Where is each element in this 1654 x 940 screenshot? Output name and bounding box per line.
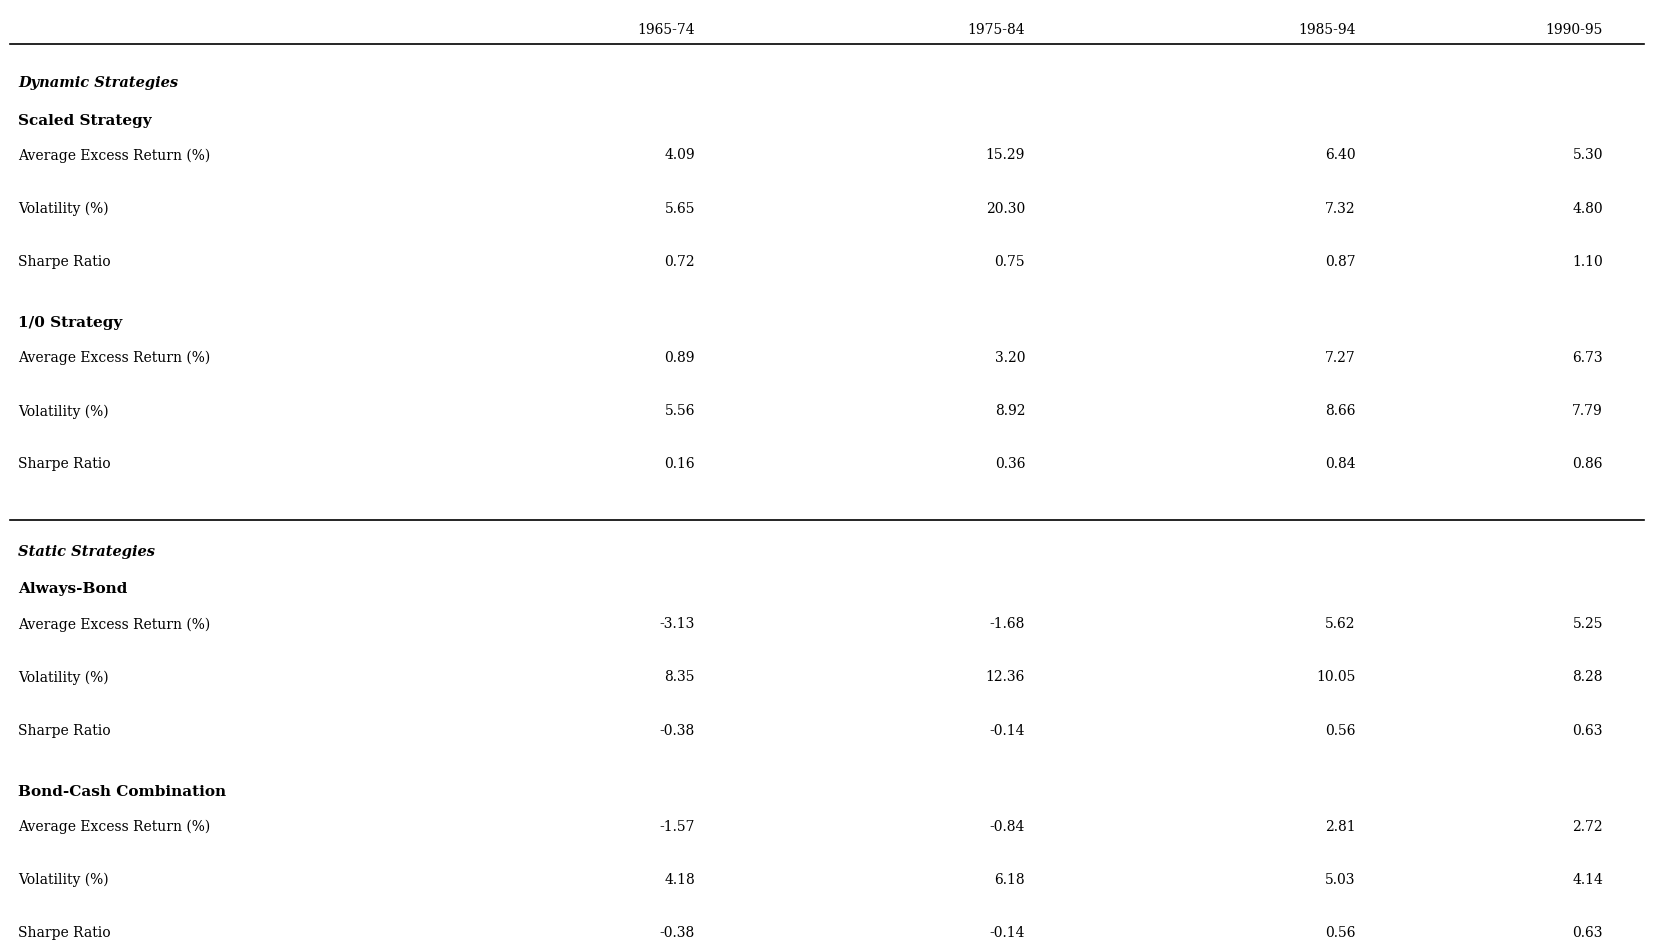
Text: 5.62: 5.62 (1325, 618, 1355, 631)
Text: 0.75: 0.75 (994, 255, 1025, 269)
Text: 6.73: 6.73 (1573, 351, 1603, 365)
Text: 15.29: 15.29 (986, 149, 1025, 163)
Text: 0.84: 0.84 (1325, 458, 1355, 472)
Text: Volatility (%): Volatility (%) (18, 404, 109, 418)
Text: Volatility (%): Volatility (%) (18, 201, 109, 216)
Text: Sharpe Ratio: Sharpe Ratio (18, 458, 111, 472)
Text: Average Excess Return (%): Average Excess Return (%) (18, 351, 210, 366)
Text: 6.40: 6.40 (1325, 149, 1355, 163)
Text: Sharpe Ratio: Sharpe Ratio (18, 255, 111, 269)
Text: -0.14: -0.14 (989, 724, 1025, 738)
Text: 10.05: 10.05 (1317, 670, 1355, 684)
Text: Bond-Cash Combination: Bond-Cash Combination (18, 785, 227, 799)
Text: 6.18: 6.18 (994, 873, 1025, 887)
Text: Average Excess Return (%): Average Excess Return (%) (18, 618, 210, 632)
Text: -1.57: -1.57 (660, 820, 695, 834)
Text: Scaled Strategy: Scaled Strategy (18, 114, 152, 128)
Text: 0.63: 0.63 (1573, 926, 1603, 940)
Text: 0.87: 0.87 (1325, 255, 1355, 269)
Text: Static Strategies: Static Strategies (18, 545, 155, 559)
Text: 4.14: 4.14 (1573, 873, 1603, 887)
Text: 0.72: 0.72 (665, 255, 695, 269)
Text: Volatility (%): Volatility (%) (18, 873, 109, 887)
Text: 1975-84: 1975-84 (968, 24, 1025, 38)
Text: 0.16: 0.16 (665, 458, 695, 472)
Text: 1/0 Strategy: 1/0 Strategy (18, 316, 122, 330)
Text: 1.10: 1.10 (1573, 255, 1603, 269)
Text: 5.65: 5.65 (665, 201, 695, 215)
Text: 0.89: 0.89 (665, 351, 695, 365)
Text: 8.35: 8.35 (665, 670, 695, 684)
Text: 12.36: 12.36 (986, 670, 1025, 684)
Text: 7.32: 7.32 (1325, 201, 1355, 215)
Text: -0.38: -0.38 (660, 926, 695, 940)
Text: 4.80: 4.80 (1573, 201, 1603, 215)
Text: 2.72: 2.72 (1573, 820, 1603, 834)
Text: 0.63: 0.63 (1573, 724, 1603, 738)
Text: 0.56: 0.56 (1325, 926, 1355, 940)
Text: 8.66: 8.66 (1325, 404, 1355, 418)
Text: Always-Bond: Always-Bond (18, 583, 127, 597)
Text: 8.28: 8.28 (1573, 670, 1603, 684)
Text: 1990-95: 1990-95 (1546, 24, 1603, 38)
Text: -1.68: -1.68 (989, 618, 1025, 631)
Text: -0.84: -0.84 (989, 820, 1025, 834)
Text: 7.27: 7.27 (1325, 351, 1355, 365)
Text: -0.38: -0.38 (660, 724, 695, 738)
Text: 1965-74: 1965-74 (637, 24, 695, 38)
Text: 5.56: 5.56 (665, 404, 695, 418)
Text: Average Excess Return (%): Average Excess Return (%) (18, 149, 210, 163)
Text: 5.25: 5.25 (1573, 618, 1603, 631)
Text: 7.79: 7.79 (1573, 404, 1603, 418)
Text: Sharpe Ratio: Sharpe Ratio (18, 926, 111, 940)
Text: 5.03: 5.03 (1325, 873, 1355, 887)
Text: Volatility (%): Volatility (%) (18, 670, 109, 685)
Text: 4.18: 4.18 (665, 873, 695, 887)
Text: 1985-94: 1985-94 (1298, 24, 1355, 38)
Text: Sharpe Ratio: Sharpe Ratio (18, 724, 111, 738)
Text: 0.86: 0.86 (1573, 458, 1603, 472)
Text: 0.36: 0.36 (994, 458, 1025, 472)
Text: Dynamic Strategies: Dynamic Strategies (18, 76, 179, 90)
Text: 20.30: 20.30 (986, 201, 1025, 215)
Text: Average Excess Return (%): Average Excess Return (%) (18, 820, 210, 834)
Text: 5.30: 5.30 (1573, 149, 1603, 163)
Text: -0.14: -0.14 (989, 926, 1025, 940)
Text: 4.09: 4.09 (665, 149, 695, 163)
Text: 8.92: 8.92 (994, 404, 1025, 418)
Text: 3.20: 3.20 (994, 351, 1025, 365)
Text: -3.13: -3.13 (660, 618, 695, 631)
Text: 2.81: 2.81 (1325, 820, 1355, 834)
Text: 0.56: 0.56 (1325, 724, 1355, 738)
